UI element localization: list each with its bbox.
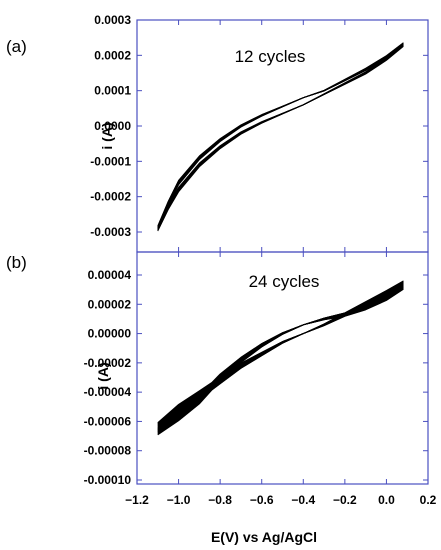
y-tick-label: -0.00008	[84, 444, 132, 458]
cycle-curve	[157, 286, 404, 431]
y-axis-label: i (A)	[95, 362, 111, 389]
x-tick-label: −0.2	[333, 493, 357, 507]
x-tick-label: −0.6	[250, 493, 274, 507]
cycle-curve	[157, 45, 404, 231]
cycle-curve	[157, 285, 404, 431]
cycle-curve	[157, 288, 404, 435]
x-tick-label: −1.0	[167, 493, 191, 507]
y-tick-label: 0.0002	[94, 48, 131, 62]
panel-label: (a)	[6, 37, 27, 56]
y-tick-label: 0.0001	[94, 84, 131, 98]
panel-label: (b)	[6, 253, 27, 272]
y-tick-label: 0.0003	[94, 13, 131, 27]
cycle-curve	[157, 287, 404, 434]
y-tick-label: -0.0003	[90, 225, 131, 239]
x-tick-label: −0.4	[291, 493, 315, 507]
y-tick-label: 0.00002	[88, 297, 132, 311]
y-tick-label: -0.0001	[90, 154, 131, 168]
cycles-annotation: 12 cycles	[235, 47, 306, 66]
y-tick-label: -0.0002	[90, 190, 131, 204]
panel-a: 0.0003 0.0002 0.0001 0.0000 -0.0001 -0.0002 -0…	[6, 13, 429, 253]
y-tick-label: 0.00004	[88, 268, 132, 282]
panel-b: 0.00004 0.00002 0.00000 -0.00002 -0.00004 -0.…	[6, 251, 437, 507]
x-axis-label: E(V) vs Ag/AgCl	[211, 529, 317, 545]
y-tick-label: -0.00002	[84, 356, 132, 370]
y-tick-label: -0.00004	[84, 385, 132, 399]
y-axis-label: i (A)	[99, 122, 115, 149]
y-tick-label: -0.00010	[84, 473, 132, 487]
cycle-curve	[157, 42, 404, 226]
x-tick-label: −0.8	[208, 493, 232, 507]
plot-frame	[136, 251, 429, 485]
x-tick-label: 0.0	[378, 493, 395, 507]
y-tick-label: 0.0000	[94, 119, 131, 133]
y-tick-label: 0.00000	[88, 327, 132, 341]
cycle-curve	[157, 288, 404, 435]
x-tick-label: −1.2	[125, 493, 149, 507]
y-tick-label: -0.00006	[84, 414, 132, 428]
x-tick-label: 0.2	[420, 493, 437, 507]
cycle-curve	[157, 46, 404, 232]
cycle-curve	[157, 280, 404, 423]
cycles-annotation: 24 cycles	[249, 272, 320, 291]
cycle-curve	[157, 289, 404, 436]
